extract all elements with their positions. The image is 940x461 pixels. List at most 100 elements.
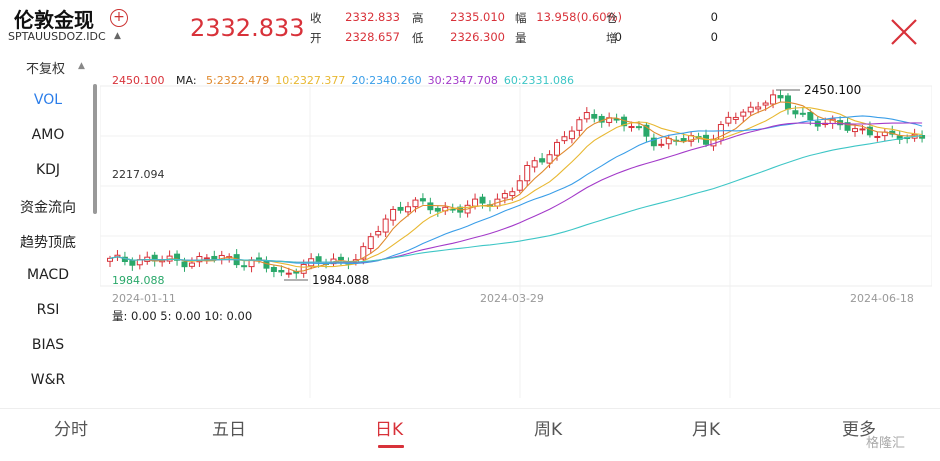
candle-body <box>792 110 799 115</box>
indicator-0[interactable]: VOL <box>33 92 63 108</box>
active-tab-underline <box>378 445 404 448</box>
candle-body <box>367 236 374 250</box>
adjust-caret-icon[interactable]: ▲ <box>78 61 85 71</box>
add-watchlist-button[interactable]: + <box>110 9 128 27</box>
tab-4[interactable]: 月K <box>692 420 721 440</box>
candle-body <box>576 119 583 131</box>
close-icon[interactable] <box>888 16 920 48</box>
candle-body <box>278 269 285 273</box>
quote-label: 量 <box>515 31 527 45</box>
ma-line-10 <box>109 107 923 268</box>
x-axis-tick: 2024-06-18 <box>850 292 914 305</box>
instrument-symbol[interactable]: SPTAUUSDOZ.IDC <box>8 30 106 43</box>
candle-body <box>866 126 873 136</box>
tab-5[interactable]: 更多 <box>842 420 876 440</box>
min-price-label: 1984.088 <box>312 273 369 287</box>
candle-body <box>568 130 575 140</box>
candle-body <box>583 112 590 120</box>
candle-body <box>241 265 248 268</box>
indicator-7[interactable]: BIAS <box>31 337 65 353</box>
quote-label: 开 <box>310 31 322 45</box>
symbol-caret-icon[interactable]: ▲ <box>114 31 121 41</box>
period-tabs: 分时 五日 日K 周K 月K 更多 <box>0 408 940 461</box>
candle-body <box>874 135 881 138</box>
indicator-5[interactable]: MACD <box>27 267 69 283</box>
candle-body <box>680 138 687 142</box>
candle-body <box>337 256 344 261</box>
quote-value: 2326.300 <box>450 30 505 44</box>
candle-body <box>427 202 434 211</box>
y-axis-mid-label: 2217.094 <box>112 168 165 181</box>
candle-body <box>174 253 181 261</box>
candle-body <box>799 112 806 115</box>
last-price: 2332.833 <box>190 14 305 42</box>
candle-body <box>479 196 486 204</box>
candle-body <box>375 230 382 236</box>
ma-legend-item: 5:2322.479 <box>206 74 270 87</box>
quote-value: 2332.833 <box>345 10 400 24</box>
candle-body <box>546 154 553 164</box>
quote-label: 仓 <box>606 11 618 25</box>
candle-body <box>188 262 195 267</box>
candle-body <box>434 207 441 212</box>
kline-chart[interactable]: 2450.100 1984.088 2217.094 1984.088 2024-01-… <box>100 68 932 398</box>
candle-body <box>501 193 508 199</box>
ma-legend-item: 60:2331.086 <box>503 74 575 87</box>
candle-body <box>509 191 516 197</box>
candle-body <box>300 263 307 274</box>
quote-label: 低 <box>412 31 424 45</box>
instrument-title: 伦敦金现 <box>14 8 94 32</box>
x-axis-tick: 2024-01-11 <box>112 292 176 305</box>
candle-body <box>658 143 665 146</box>
indicator-6[interactable]: RSI <box>36 302 60 318</box>
ma-legend: 2450.100 MA: 5:2322.479 10:2327.377 20:234… <box>112 74 574 87</box>
candle-body <box>524 165 531 182</box>
indicator-4[interactable]: 趋势顶底 <box>20 235 76 251</box>
candle-body <box>844 122 851 131</box>
tab-0[interactable]: 分时 <box>54 420 88 440</box>
indicator-2[interactable]: KDJ <box>35 162 61 178</box>
candle-body <box>419 198 426 202</box>
candle-body <box>285 272 292 275</box>
candle-body <box>613 118 620 121</box>
quote-value: 0 <box>614 30 622 44</box>
candle-body <box>725 116 732 124</box>
candle-body <box>405 206 412 213</box>
quote-label: 高 <box>412 11 424 25</box>
indicator-3[interactable]: 资金流向 <box>20 200 76 216</box>
tab-3[interactable]: 周K <box>534 420 563 440</box>
candle-body <box>770 94 777 105</box>
candle-body <box>777 95 784 99</box>
tab-2[interactable]: 日K <box>375 420 404 440</box>
candle-body <box>650 137 657 147</box>
quote-value: 2328.657 <box>345 30 400 44</box>
candle-body <box>732 116 739 120</box>
candle-body <box>315 256 322 263</box>
tab-1[interactable]: 五日 <box>212 420 246 440</box>
volume-label: 量: 0.00 5: 0.00 10: 0.00 <box>112 309 252 323</box>
candle-body <box>129 259 136 266</box>
ma-line-5 <box>109 101 923 273</box>
ma-legend-item: 20:2340.260 <box>351 74 422 87</box>
candle-body <box>516 180 523 191</box>
indicator-8[interactable]: W&R <box>30 372 66 388</box>
quote-header: 伦敦金现 + SPTAUUSDOZ.IDC ▲ 2332.833 收 2332.8… <box>0 0 940 50</box>
candle-body <box>472 198 479 207</box>
adjust-selector[interactable]: 不复权 <box>26 62 66 77</box>
indicator-1[interactable]: AMO <box>31 127 65 143</box>
indicator-menu: 不复权 ▲ VOL AMO KDJ 资金流向趋势顶底 MACD RSI BIAS W&R <box>0 54 97 400</box>
candle-body <box>270 266 277 272</box>
candle-body <box>539 158 546 163</box>
candle-body <box>747 106 754 113</box>
menu-scrollbar[interactable] <box>93 84 97 214</box>
candle-body <box>196 256 203 263</box>
candle-body <box>762 102 769 106</box>
candle-body <box>643 124 650 137</box>
candle-body <box>107 257 113 262</box>
candle-body <box>390 208 397 221</box>
quote-value: 0 <box>710 30 718 44</box>
y-axis-bottom-label: 1984.088 <box>112 274 165 287</box>
ma-legend-item: 10:2327.377 <box>275 74 346 87</box>
quote-value: 2335.010 <box>450 10 505 24</box>
candle-body <box>807 112 814 121</box>
